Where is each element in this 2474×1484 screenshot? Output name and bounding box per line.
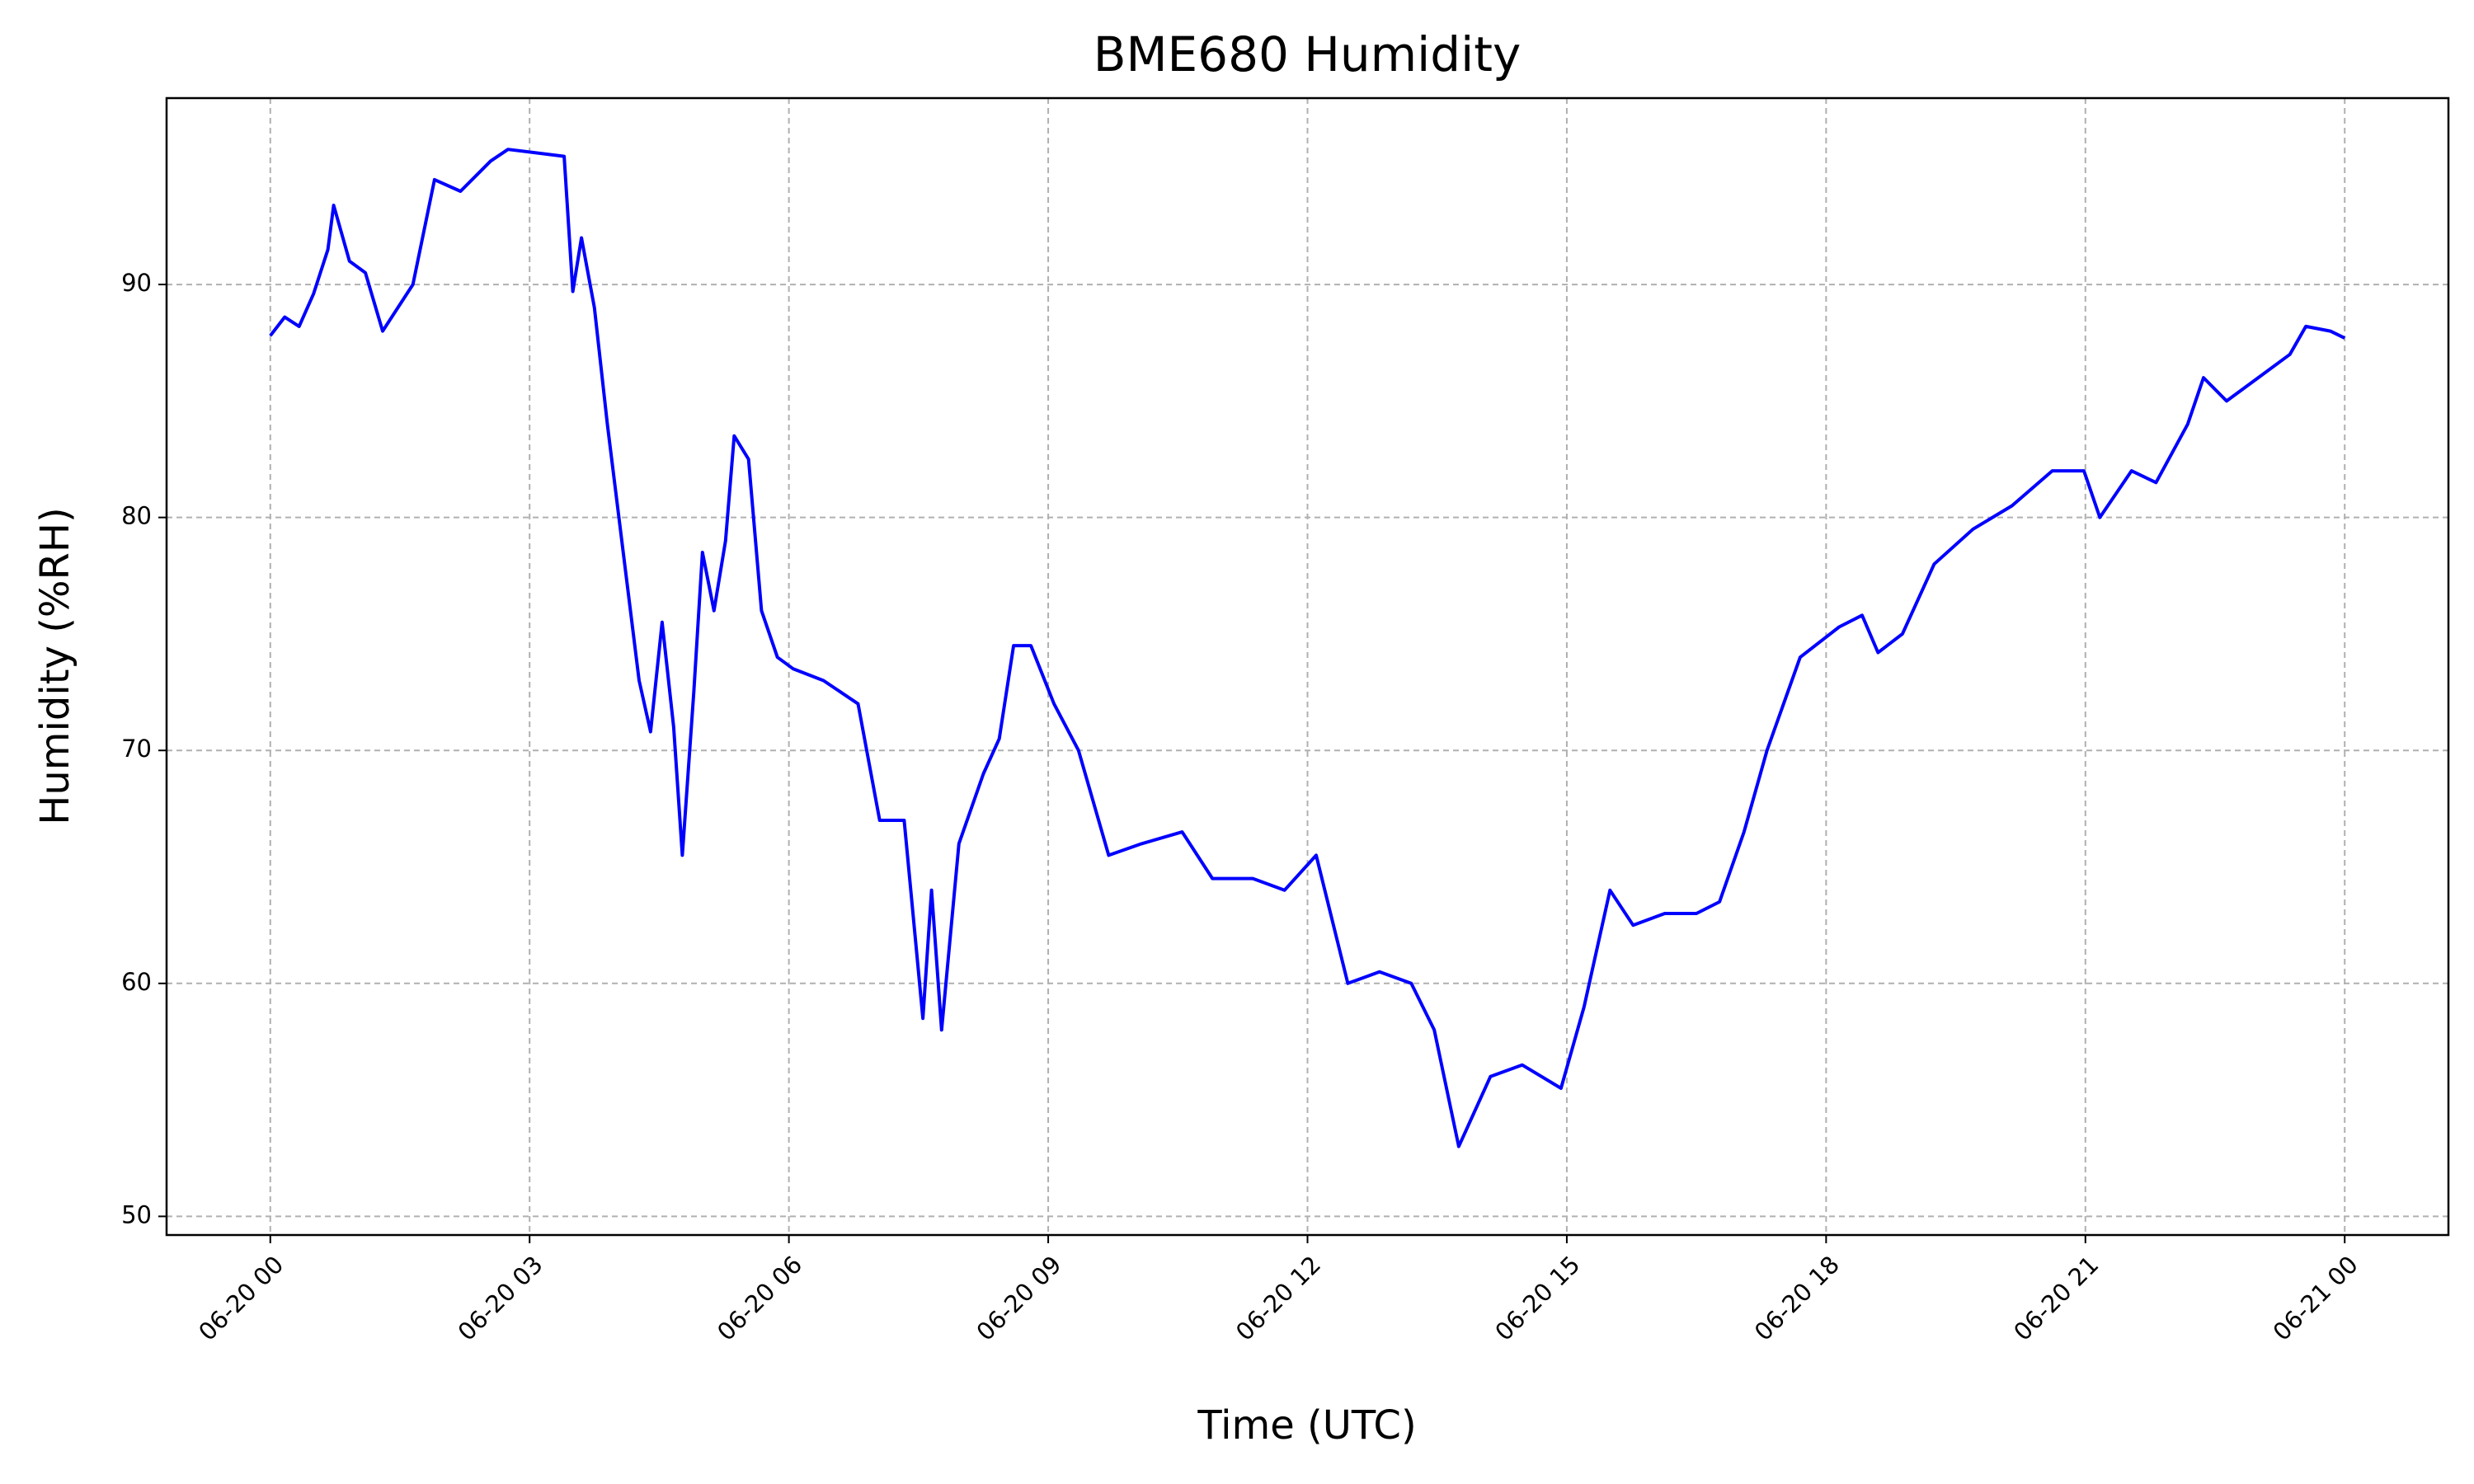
y-tick-label: 80 — [121, 502, 152, 530]
y-tick-label: 70 — [121, 735, 152, 763]
y-tick-label: 90 — [121, 269, 152, 297]
plot-frame — [165, 96, 2450, 1237]
x-tick-label: 06-20 06 — [712, 1251, 807, 1346]
y-tick-label: 50 — [121, 1200, 152, 1228]
y-tick-label: 60 — [121, 968, 152, 996]
x-tick-label: 06-20 12 — [1230, 1251, 1326, 1346]
x-tick-label: 06-20 21 — [2008, 1251, 2104, 1346]
x-tick-label: 06-21 00 — [2268, 1251, 2363, 1346]
y-axis-label: Humidity (%RH) — [32, 507, 78, 824]
x-tick-label: 06-20 18 — [1749, 1251, 1845, 1346]
x-tick-label: 06-20 15 — [1489, 1251, 1585, 1346]
x-tick-label: 06-20 09 — [971, 1251, 1066, 1346]
data-line — [269, 148, 2346, 1148]
x-tick-label: 06-20 00 — [193, 1251, 289, 1346]
chart-title: BME680 Humidity — [1094, 26, 1522, 82]
x-axis-label: Time (UTC) — [1197, 1402, 1416, 1449]
x-tick-label: 06-20 03 — [453, 1251, 548, 1346]
